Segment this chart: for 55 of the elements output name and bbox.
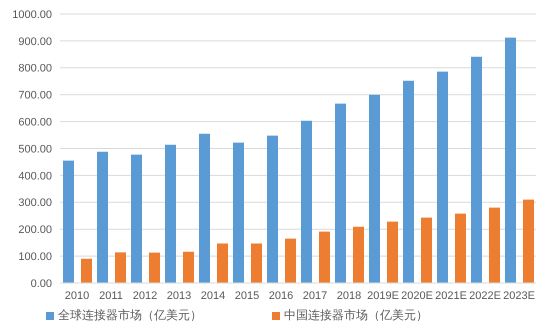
x-tick-label: 2012 bbox=[132, 290, 158, 302]
bar bbox=[63, 160, 74, 283]
x-tick-label: 2019E bbox=[367, 290, 399, 302]
bar bbox=[149, 252, 160, 283]
x-tick-label: 2013 bbox=[166, 290, 192, 302]
bar bbox=[183, 252, 194, 283]
y-tick-label: 100.00 bbox=[18, 251, 52, 264]
bar bbox=[165, 144, 176, 283]
x-tick-label: 2014 bbox=[200, 290, 226, 302]
bar bbox=[353, 226, 364, 283]
bar bbox=[421, 218, 432, 283]
y-tick-label: 800.00 bbox=[18, 62, 52, 75]
bar bbox=[387, 222, 398, 283]
bar bbox=[233, 142, 244, 283]
x-tick-label: 2018 bbox=[336, 290, 362, 302]
x-tick-label: 2011 bbox=[99, 290, 123, 302]
y-tick-label: 600.00 bbox=[18, 116, 52, 129]
bar bbox=[489, 208, 500, 283]
bar bbox=[403, 80, 414, 283]
y-tick-label: 0.00 bbox=[30, 278, 52, 290]
bar bbox=[335, 104, 346, 283]
y-tick-label: 400.00 bbox=[18, 170, 52, 182]
bar bbox=[217, 243, 228, 283]
x-tick-label: 2023E bbox=[503, 290, 535, 302]
bar bbox=[301, 120, 312, 283]
y-tick-label: 500.00 bbox=[18, 143, 52, 156]
x-tick-label: 2010 bbox=[64, 290, 90, 302]
bar bbox=[81, 258, 92, 283]
bar bbox=[131, 154, 142, 283]
y-tick-label: 200.00 bbox=[18, 224, 52, 236]
bar bbox=[523, 200, 534, 283]
y-tick-label: 1000.00 bbox=[12, 8, 52, 21]
bar bbox=[369, 94, 380, 283]
bar bbox=[115, 252, 126, 283]
legend-label: 中国连接器市场（亿美元） bbox=[284, 308, 428, 322]
x-tick-label: 2020E bbox=[401, 290, 433, 302]
x-tick-label: 2017 bbox=[302, 290, 328, 302]
y-tick-label: 900.00 bbox=[18, 36, 52, 48]
legend-label: 全球连接器市场（亿美元） bbox=[58, 308, 202, 322]
bar bbox=[285, 238, 296, 283]
bar bbox=[199, 134, 210, 283]
y-tick-label: 700.00 bbox=[18, 90, 52, 102]
bar bbox=[455, 214, 466, 283]
y-tick-label: 300.00 bbox=[18, 197, 52, 210]
bar bbox=[319, 232, 330, 283]
bar bbox=[267, 136, 278, 283]
x-tick-label: 2021E bbox=[435, 290, 467, 302]
x-tick-label: 2022E bbox=[469, 290, 501, 302]
bar bbox=[251, 243, 262, 283]
x-tick-label: 2015 bbox=[234, 290, 260, 302]
bar bbox=[437, 72, 448, 283]
bar bbox=[505, 38, 516, 283]
bar bbox=[97, 152, 108, 283]
bar bbox=[471, 56, 482, 283]
x-tick-label: 2016 bbox=[268, 290, 294, 302]
